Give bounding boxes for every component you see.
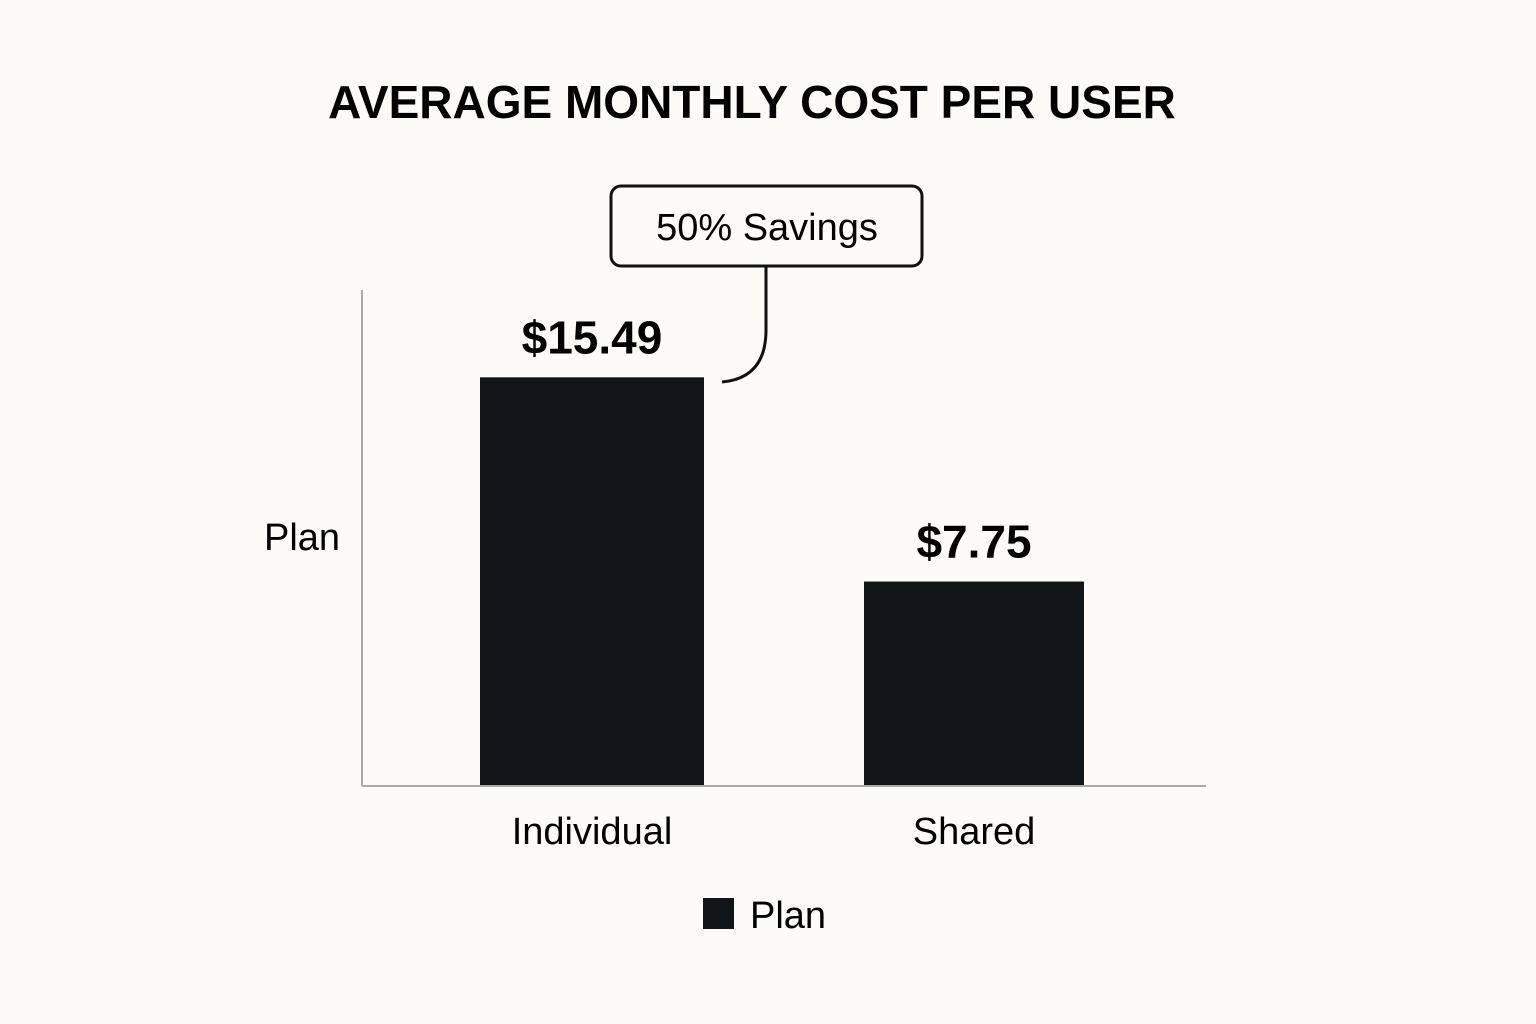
callout-text: 50% Savings [656,207,878,249]
callout-connector [721,266,768,384]
bar-individual [480,377,704,786]
value-label-shared: $7.75 [916,516,1031,568]
value-labels-group: $15.49 $7.75 [522,311,1032,567]
y-axis-label: Plan [264,517,340,559]
x-tick-label-shared: Shared [913,811,1036,853]
x-tick-labels-group: Individual Shared [512,811,1036,853]
value-label-individual: $15.49 [522,311,663,363]
legend-label: Plan [750,895,826,937]
legend-swatch [703,898,734,929]
bar-shared [864,581,1084,786]
bars-group [480,377,1084,786]
savings-callout: 50% Savings [609,184,924,384]
chart-title: AVERAGE MONTHLY COST PER USER [328,76,1176,128]
x-tick-label-individual: Individual [512,811,673,853]
legend: Plan [703,895,826,937]
